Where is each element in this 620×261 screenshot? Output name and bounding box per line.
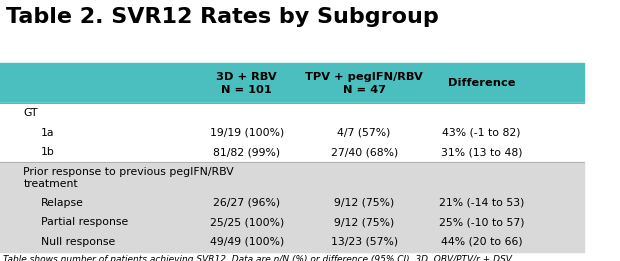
Text: 44% (20 to 66): 44% (20 to 66) [441,237,523,247]
Text: 25% (-10 to 57): 25% (-10 to 57) [439,217,525,227]
Text: 43% (-1 to 82): 43% (-1 to 82) [443,128,521,138]
Text: 27/40 (68%): 27/40 (68%) [330,147,398,157]
Bar [0,103,585,123]
Text: 1a: 1a [41,128,55,138]
Text: 4/7 (57%): 4/7 (57%) [337,128,391,138]
Text: Partial response: Partial response [41,217,128,227]
Text: Table shows number of patients achieving SVR12. Data are n/N (%) or difference (: Table shows number of patients achieving… [3,255,514,261]
Text: 31% (13 to 48): 31% (13 to 48) [441,147,523,157]
Bar [0,63,585,103]
Bar [0,143,585,162]
Text: 9/12 (75%): 9/12 (75%) [334,217,394,227]
Text: GT: GT [24,108,38,118]
Text: 25/25 (100%): 25/25 (100%) [210,217,284,227]
Text: 9/12 (75%): 9/12 (75%) [334,198,394,208]
Text: Prior response to previous pegIFN/RBV
treatment: Prior response to previous pegIFN/RBV tr… [24,167,234,189]
Text: Null response: Null response [41,237,115,247]
Text: 13/23 (57%): 13/23 (57%) [330,237,397,247]
Bar [0,193,585,213]
Bar [0,213,585,232]
Text: 49/49 (100%): 49/49 (100%) [210,237,284,247]
Bar [0,162,585,193]
Text: 21% (-14 to 53): 21% (-14 to 53) [439,198,525,208]
Text: Table 2. SVR12 Rates by Subgroup: Table 2. SVR12 Rates by Subgroup [6,7,438,27]
Text: TPV + pegIFN/RBV
N = 47: TPV + pegIFN/RBV N = 47 [305,72,423,95]
Text: 19/19 (100%): 19/19 (100%) [210,128,284,138]
Text: Difference: Difference [448,78,515,88]
Text: 81/82 (99%): 81/82 (99%) [213,147,280,157]
Bar [0,232,585,252]
Text: Relapse: Relapse [41,198,84,208]
Text: 3D + RBV
N = 101: 3D + RBV N = 101 [216,72,277,95]
Text: 26/27 (96%): 26/27 (96%) [213,198,280,208]
Bar [0,123,585,143]
Text: 1b: 1b [41,147,55,157]
